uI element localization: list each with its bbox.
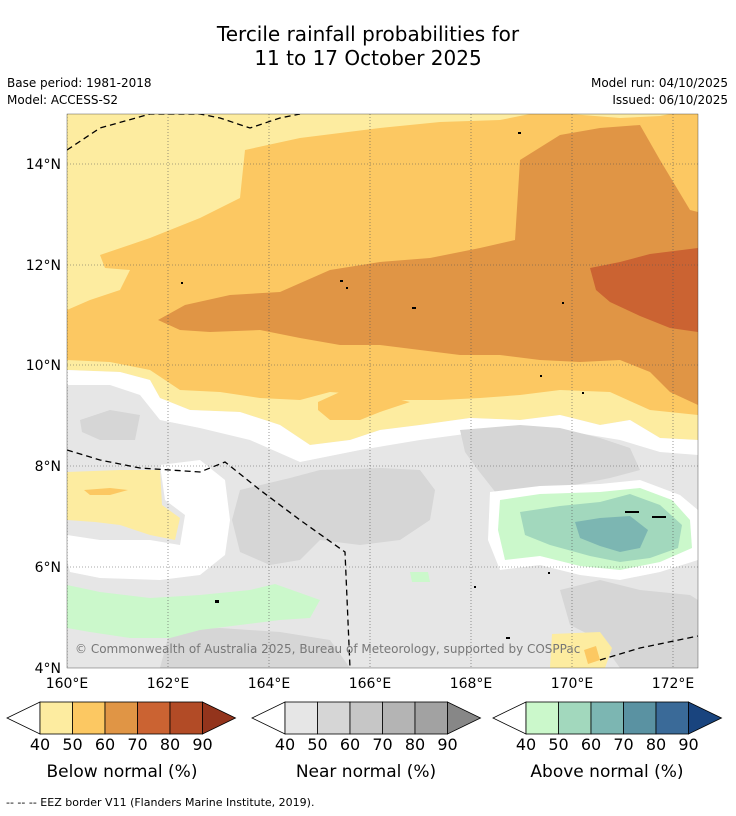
above-colorbar-segment: [590, 701, 624, 735]
above-normal-60-region: [575, 516, 648, 552]
eez-borders: [67, 114, 698, 668]
above-colorbar-over-arrow: [688, 701, 723, 735]
above-normal-40-region-west: [67, 584, 320, 638]
lon-label-160e: 160°E: [46, 676, 89, 692]
above-tick-80: 80: [645, 735, 667, 754]
below-normal-50-west-patch: [84, 488, 128, 495]
below-tick-40: 40: [29, 735, 51, 754]
above-tick-50: 50: [548, 735, 569, 754]
above-tick-90: 90: [678, 735, 699, 754]
colorbar-legends: [6, 701, 723, 735]
low-probability-band: [67, 370, 698, 462]
model-run: Model run: 04/10/2025: [590, 76, 728, 90]
lat-label-12n: 12°N: [26, 258, 61, 274]
above-colorbar-segment: [525, 701, 559, 735]
below-normal-40-west-patch: [67, 470, 180, 540]
lon-label-170e: 170°E: [551, 676, 594, 692]
near-colorbar-over-arrow: [447, 701, 482, 735]
lon-label-168e: 168°E: [450, 676, 493, 692]
near-normal-label: Near normal (%): [295, 762, 437, 782]
lon-label-162e: 162°E: [147, 676, 190, 692]
below-colorbar-under-arrow: [6, 701, 41, 735]
below-colorbar-segment: [72, 701, 106, 735]
above-tick-60: 60: [580, 735, 602, 754]
below-colorbar-segment: [104, 701, 138, 735]
below-normal-50-patch: [318, 392, 410, 420]
low-probability-region-west: [67, 460, 230, 580]
lat-label-4n: 4°N: [35, 661, 61, 677]
near-colorbar-segment: [414, 701, 448, 735]
near-normal-50-region-east: [460, 425, 640, 498]
title-line-1: Tercile rainfall probabilities for: [216, 22, 520, 46]
below-tick-50: 50: [62, 735, 83, 754]
islands: [181, 132, 666, 639]
near-tick-90: 90: [437, 735, 458, 754]
near-tick-40: 40: [274, 735, 296, 754]
below-colorbar-segment: [137, 701, 171, 735]
below-colorbar-over-arrow: [202, 701, 237, 735]
near-colorbar-segment: [284, 701, 318, 735]
lat-label-14n: 14°N: [26, 157, 61, 173]
map-fields: © Commonwealth of Australia 2025, Bureau…: [67, 114, 698, 668]
above-colorbar-under-arrow: [492, 701, 527, 735]
model-name: Model: ACCESS-S2: [7, 93, 119, 107]
above-colorbar-segment: [558, 701, 592, 735]
near-colorbar-segment: [382, 701, 416, 735]
near-tick-50: 50: [307, 735, 328, 754]
above-colorbar-segment: [655, 701, 689, 735]
lon-label-164e: 164°E: [248, 676, 291, 692]
map-frame: [66, 113, 699, 669]
above-tick-70: 70: [613, 735, 634, 754]
below-tick-90: 90: [192, 735, 213, 754]
near-tick-80: 80: [404, 735, 426, 754]
near-colorbar-segment: [349, 701, 383, 735]
longitude-labels: 160°E 162°E 164°E 166°E 168°E 170°E 172°…: [46, 676, 695, 692]
below-normal-50-southeast-spot: [584, 646, 600, 664]
lat-label-10n: 10°N: [26, 358, 61, 374]
lon-label-166e: 166°E: [349, 676, 392, 692]
near-colorbar-under-arrow: [251, 701, 286, 735]
base-period: Base period: 1981-2018: [7, 76, 152, 90]
above-colorbar-segment: [623, 701, 657, 735]
title-line-2: 11 to 17 October 2025: [254, 46, 482, 70]
near-normal-50-region-southwest: [160, 628, 350, 668]
rainfall-probability-map: © Commonwealth of Australia 2025, Bureau…: [26, 113, 699, 692]
below-normal-label: Below normal (%): [46, 762, 198, 782]
below-tick-70: 70: [127, 735, 148, 754]
below-normal-70-region: [590, 248, 698, 332]
lat-label-6n: 6°N: [35, 560, 61, 576]
near-normal-50-region-south: [560, 580, 698, 668]
near-tick-70: 70: [372, 735, 393, 754]
near-normal-50-region-north: [80, 410, 140, 440]
below-tick-60: 60: [94, 735, 116, 754]
copyright-text: © Commonwealth of Australia 2025, Bureau…: [75, 642, 580, 656]
above-normal-label: Above normal (%): [530, 762, 684, 782]
below-tick-80: 80: [159, 735, 181, 754]
above-tick-40: 40: [515, 735, 537, 754]
near-normal-50-region-central: [232, 468, 435, 565]
lat-label-8n: 8°N: [35, 459, 61, 475]
above-normal-40-spot: [410, 572, 430, 582]
eez-footnote: -- -- -- EEZ border V11 (Flanders Marine…: [6, 796, 315, 809]
below-colorbar-segment: [169, 701, 203, 735]
near-tick-60: 60: [339, 735, 361, 754]
lon-label-172e: 172°E: [652, 676, 695, 692]
latitude-labels: 14°N 12°N 10°N 8°N 6°N 4°N: [26, 157, 61, 677]
graticule: [67, 114, 698, 668]
below-colorbar-segment: [39, 701, 73, 735]
issued-date: Issued: 06/10/2025: [612, 93, 728, 107]
near-colorbar-segment: [317, 701, 351, 735]
